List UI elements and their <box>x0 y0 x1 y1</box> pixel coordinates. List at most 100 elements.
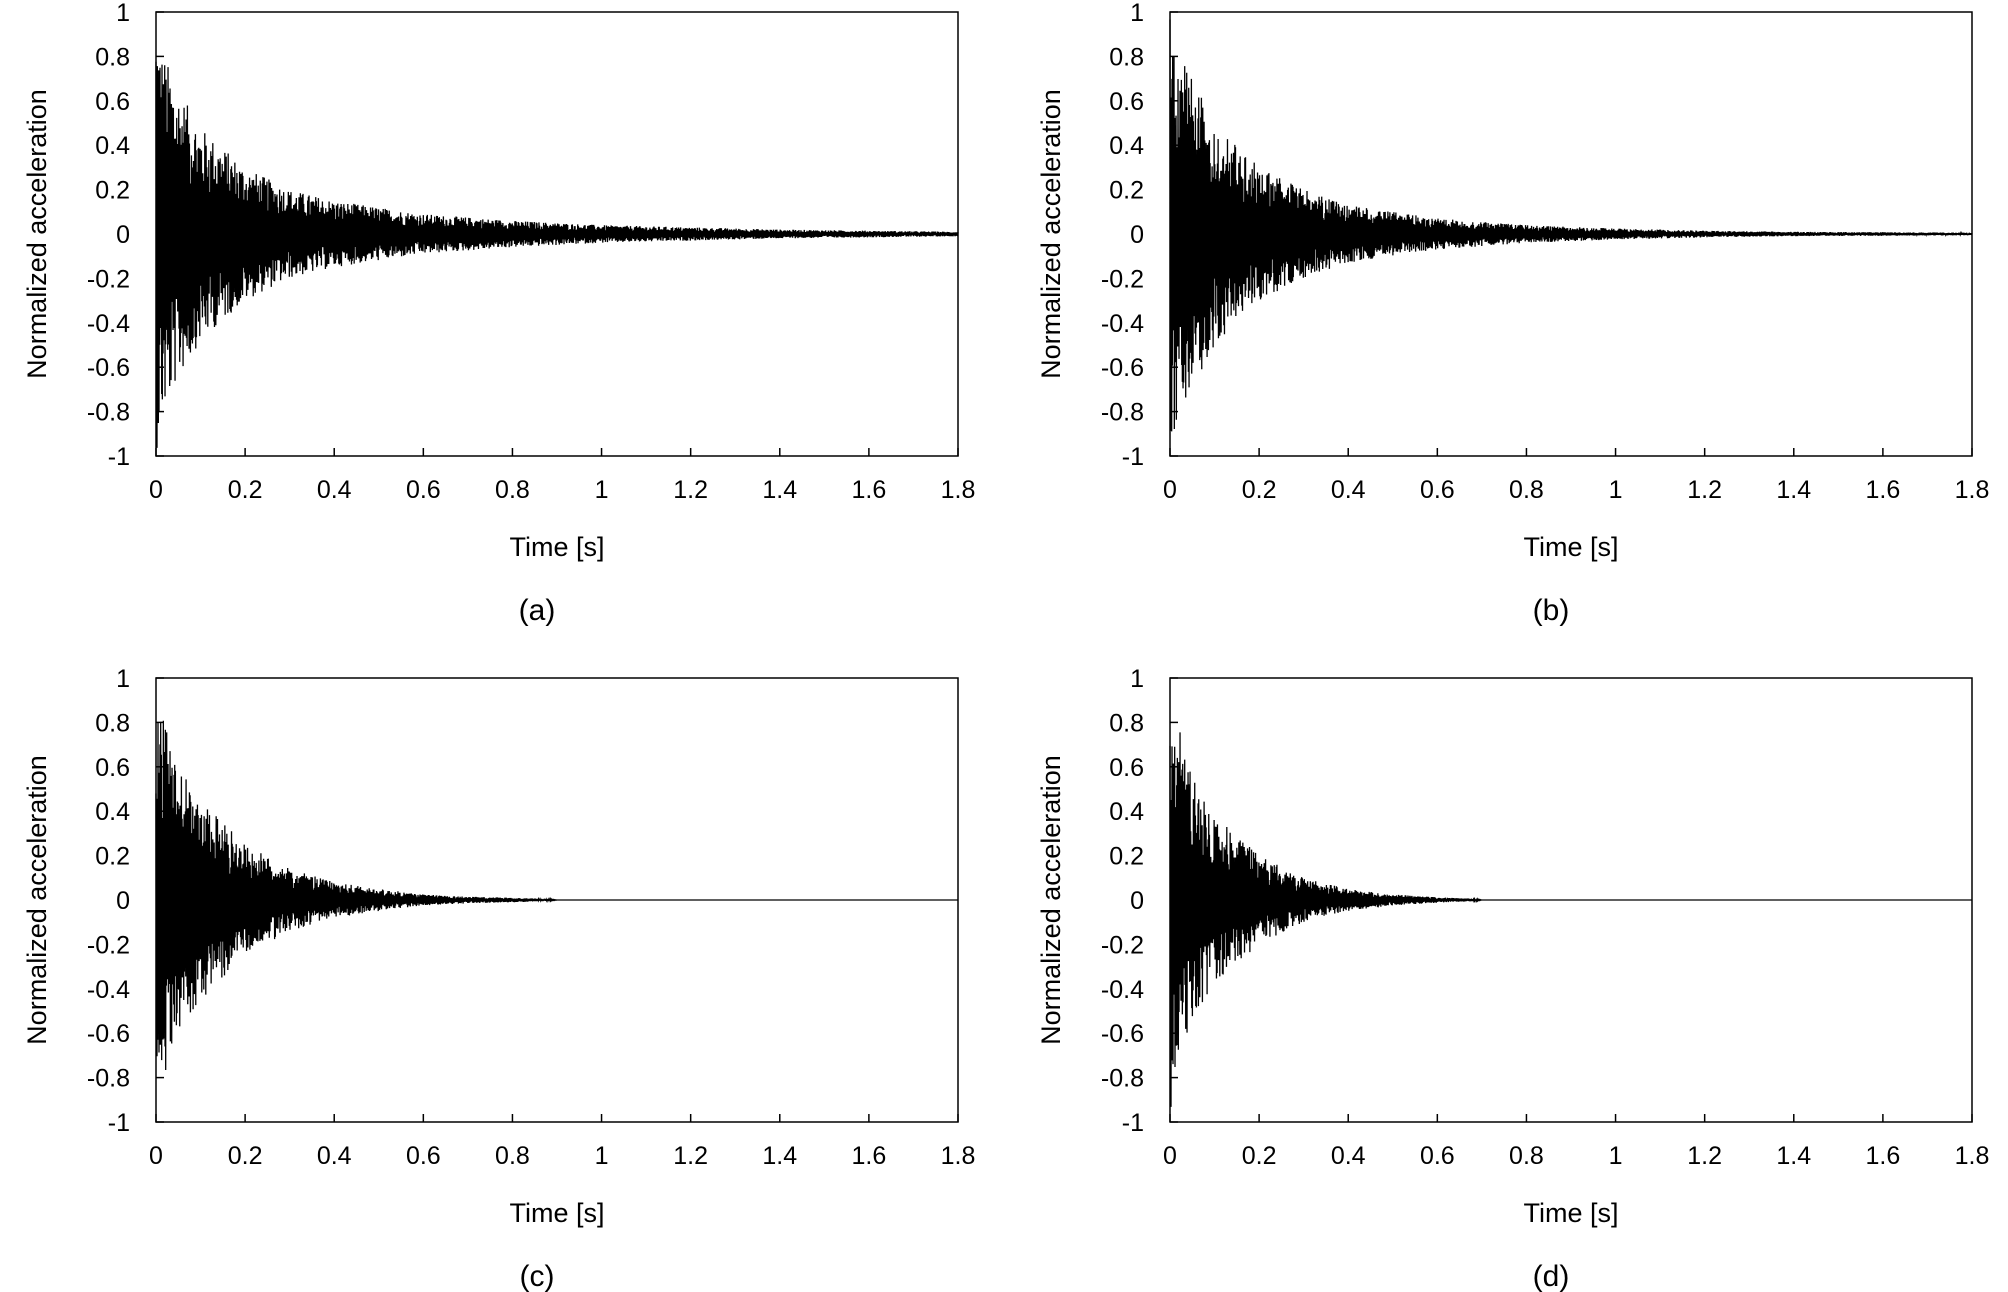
y-tick-label-a: 0.8 <box>95 43 130 71</box>
x-tick-label-a: 0 <box>149 476 163 504</box>
y-tick-label-c: 0.6 <box>95 754 130 782</box>
y-tick-label-a: -1 <box>108 443 130 471</box>
y-tick-label-c: 0.4 <box>95 798 130 826</box>
chart-panel-d: 0 0.2 0.4 0.6 0.8 1 1.2 1.4 1.6 1.8 1 0.8 0.6 0.4 0.2 0… <box>1036 665 1989 1292</box>
x-tick-label-a: 0.6 <box>406 476 441 504</box>
x-tick-label-a: 1.2 <box>673 476 708 504</box>
y-tick-label-c: 0.2 <box>95 843 130 871</box>
y-tick-label-b: -0.4 <box>1101 310 1144 338</box>
y-tick-label-b: 0 <box>1130 221 1144 249</box>
x-axis-title-d: Time [s] <box>1523 1198 1618 1228</box>
y-tick-label-b: -0.8 <box>1101 399 1144 427</box>
signal-trace-a <box>155 61 959 448</box>
x-tick-label-d: 1.4 <box>1776 1142 1811 1170</box>
chart-panel-b: 0 0.2 0.4 0.6 0.8 1 1.2 1.4 1.6 1.8 1 0.8 0.6 0.4 0.2 0… <box>1036 0 1989 627</box>
y-tick-label-c: -1 <box>108 1109 130 1137</box>
y-tick-label-d: -1 <box>1122 1109 1144 1137</box>
y-tick-label-c: 0.8 <box>95 709 130 737</box>
signal-trace-c <box>155 720 958 1071</box>
y-tick-label-a: 0 <box>116 221 130 249</box>
x-tick-label-d: 1.2 <box>1687 1142 1722 1170</box>
y-tick-label-b: -1 <box>1122 443 1144 471</box>
x-tick-label-b: 1.8 <box>1955 476 1990 504</box>
y-tick-label-a: -0.4 <box>87 310 130 338</box>
x-tick-label-d: 0 <box>1163 1142 1177 1170</box>
y-tick-label-b: 1 <box>1130 0 1144 27</box>
y-tick-label-d: -0.2 <box>1101 931 1144 959</box>
y-tick-label-d: 0.2 <box>1109 843 1144 871</box>
x-tick-label-a: 0.2 <box>228 476 263 504</box>
panel-caption-b: (b) <box>1533 594 1570 627</box>
x-tick-label-c: 0.4 <box>317 1142 352 1170</box>
panel-caption-c: (c) <box>520 1260 555 1292</box>
y-tick-label-d: 0.8 <box>1109 709 1144 737</box>
signal-trace-b <box>1169 19 1973 432</box>
x-tick-label-d: 0.2 <box>1242 1142 1277 1170</box>
y-tick-label-a: 0.2 <box>95 177 130 205</box>
x-tick-label-c: 1.8 <box>941 1142 976 1170</box>
panel-caption-d: (d) <box>1533 1260 1570 1292</box>
y-tick-label-b: 0.6 <box>1109 88 1144 116</box>
x-tick-label-b: 0.6 <box>1420 476 1455 504</box>
y-axis-title-c: Normalized acceleration <box>22 755 52 1045</box>
y-tick-label-d: -0.8 <box>1101 1065 1144 1093</box>
x-axis-title-b: Time [s] <box>1523 532 1618 562</box>
chart-panel-c: 0 0.2 0.4 0.6 0.8 1 1.2 1.4 1.6 1.8 1 0.8 0.6 0.4 0.2 0… <box>22 665 975 1292</box>
y-tick-label-c: -0.6 <box>87 1020 130 1048</box>
y-tick-label-a: -0.8 <box>87 399 130 427</box>
x-tick-label-b: 0.2 <box>1242 476 1277 504</box>
y-tick-label-b: 0.8 <box>1109 43 1144 71</box>
y-axis-title-d: Normalized acceleration <box>1036 755 1066 1045</box>
x-axis-title-a: Time [s] <box>509 532 604 562</box>
x-tick-label-c: 1.2 <box>673 1142 708 1170</box>
x-tick-label-d: 0.4 <box>1331 1142 1366 1170</box>
x-tick-label-d: 0.8 <box>1509 1142 1544 1170</box>
y-tick-label-d: 0 <box>1130 887 1144 915</box>
x-tick-label-a: 1.6 <box>852 476 887 504</box>
y-tick-label-a: 0.6 <box>95 88 130 116</box>
x-tick-label-b: 0.8 <box>1509 476 1544 504</box>
y-tick-label-c: -0.4 <box>87 976 130 1004</box>
signal-trace-d <box>1169 732 1972 1107</box>
x-tick-label-d: 1.8 <box>1955 1142 1990 1170</box>
y-tick-label-c: 0 <box>116 887 130 915</box>
y-tick-label-a: 0.4 <box>95 132 130 160</box>
y-tick-label-d: 0.6 <box>1109 754 1144 782</box>
y-tick-label-b: 0.2 <box>1109 177 1144 205</box>
x-tick-label-c: 1.4 <box>762 1142 797 1170</box>
x-tick-label-d: 0.6 <box>1420 1142 1455 1170</box>
y-axis-title-b: Normalized acceleration <box>1036 89 1066 379</box>
x-tick-label-c: 0.8 <box>495 1142 530 1170</box>
y-tick-label-d: 0.4 <box>1109 798 1144 826</box>
x-axis-title-c: Time [s] <box>509 1198 604 1228</box>
x-tick-label-d: 1.6 <box>1866 1142 1901 1170</box>
y-tick-label-d: 1 <box>1130 665 1144 693</box>
y-tick-label-c: 1 <box>116 665 130 693</box>
y-tick-label-d: -0.6 <box>1101 1020 1144 1048</box>
x-tick-label-c: 0.2 <box>228 1142 263 1170</box>
x-tick-label-b: 1.6 <box>1866 476 1901 504</box>
y-tick-label-c: -0.8 <box>87 1065 130 1093</box>
x-tick-label-a: 1.8 <box>941 476 976 504</box>
x-tick-label-a: 1.4 <box>762 476 797 504</box>
y-tick-label-b: 0.4 <box>1109 132 1144 160</box>
x-tick-label-b: 1.4 <box>1776 476 1811 504</box>
y-axis-title-a: Normalized acceleration <box>22 89 52 379</box>
x-tick-label-b: 0 <box>1163 476 1177 504</box>
x-tick-label-b: 1.2 <box>1687 476 1722 504</box>
panel-caption-a: (a) <box>519 594 556 627</box>
y-tick-label-a: -0.6 <box>87 354 130 382</box>
y-tick-label-a: -0.2 <box>87 265 130 293</box>
y-tick-label-d: -0.4 <box>1101 976 1144 1004</box>
chart-panel-a: 0 0.2 0.4 0.6 0.8 1 1.2 1.4 1.6 1.8 1 0.8 0.6 0.4 0.2 0… <box>22 0 975 627</box>
x-tick-label-a: 0.4 <box>317 476 352 504</box>
x-tick-label-c: 1.6 <box>852 1142 887 1170</box>
x-tick-label-d: 1 <box>1609 1142 1623 1170</box>
x-tick-label-c: 0.6 <box>406 1142 441 1170</box>
x-tick-label-c: 0 <box>149 1142 163 1170</box>
x-tick-label-b: 1 <box>1609 476 1623 504</box>
x-tick-label-a: 0.8 <box>495 476 530 504</box>
y-tick-label-b: -0.6 <box>1101 354 1144 382</box>
y-tick-label-a: 1 <box>116 0 130 27</box>
